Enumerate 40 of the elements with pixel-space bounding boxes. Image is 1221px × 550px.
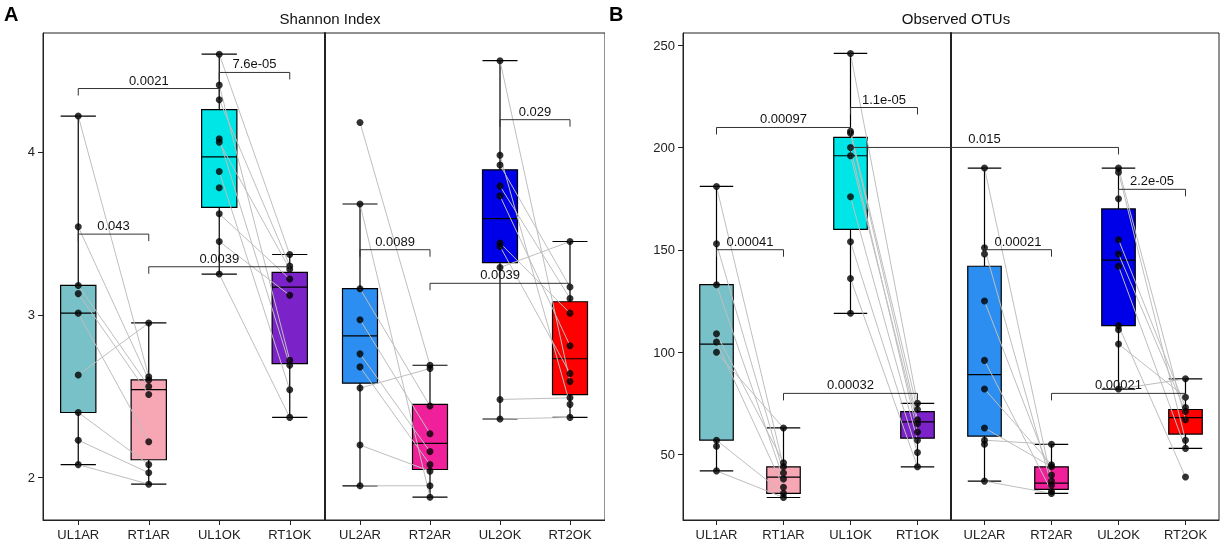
x-tick-label: RT1AR <box>127 527 170 542</box>
x-tick-label: UL1OK <box>197 527 241 542</box>
x-tick-label: RT1OK <box>895 527 940 542</box>
text: B <box>609 3 624 25</box>
x-tick-label: UL2OK <box>1097 527 1141 542</box>
x-tick-label: RT2OK <box>1163 527 1208 542</box>
y-tick-label: 2 <box>27 470 35 486</box>
annotation: 0.00041 <box>726 233 774 249</box>
y-tick-label: 4 <box>27 144 35 160</box>
y-tick-label: 200 <box>653 140 675 156</box>
y-tick-label: 100 <box>653 344 675 360</box>
annotation: 0.015 <box>968 131 1001 147</box>
annotation: 0.0089 <box>375 233 415 249</box>
annotation: 0.029 <box>518 103 552 119</box>
x-tick-label: UL2AR <box>339 527 381 542</box>
annotation: 0.043 <box>97 218 130 234</box>
x-tick-label: UL1AR <box>695 527 738 542</box>
y-tick-label: 250 <box>653 37 675 53</box>
x-tick-label: UL2AR <box>963 527 1006 542</box>
annotation: 0.0021 <box>128 72 169 88</box>
x-tick-label: RT1AR <box>762 527 805 542</box>
x-tick-label: RT1OK <box>268 527 312 542</box>
annotation: 7.6e-05 <box>232 56 277 72</box>
annotation: 0.00097 <box>760 111 807 127</box>
annotation: 0.00021 <box>994 233 1042 249</box>
annotation: 1.1e-05 <box>861 91 907 107</box>
x-tick-label: RT2AR <box>1030 527 1073 542</box>
x-tick-label: RT2OK <box>548 527 592 542</box>
annotation: 0.00032 <box>827 377 874 393</box>
x-tick-label: RT2AR <box>408 527 452 542</box>
x-tick-label: UL1OK <box>829 527 873 542</box>
y-tick-label: 50 <box>660 447 675 463</box>
y-tick-label: 150 <box>653 242 675 258</box>
x-tick-label: UL1AR <box>57 527 100 542</box>
y-tick-label: 3 <box>27 307 35 323</box>
chart-title: Shannon Index <box>279 10 381 27</box>
text: A <box>4 3 19 25</box>
annotation: 2.2e-05 <box>1129 173 1175 189</box>
x-tick-label: UL2OK <box>478 527 522 542</box>
chart-title: Observed OTUs <box>901 10 1011 27</box>
